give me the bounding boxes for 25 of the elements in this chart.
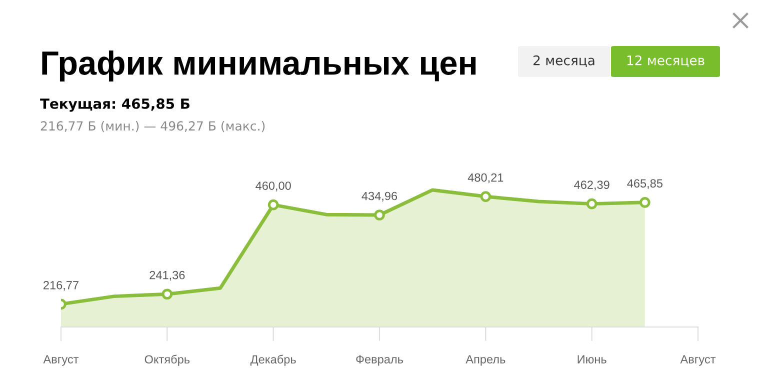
point (162, 288, 173, 300)
point (268, 199, 279, 210)
point (586, 198, 598, 210)
chart-title: График минимальных цен (42, 50, 476, 82)
x-tick-label: Август (43, 355, 79, 366)
chart-subtitle: Текущая: 465,85 Б (40, 98, 190, 112)
data-label: 216,77 (44, 280, 78, 291)
data-label: 480,21 (468, 173, 504, 184)
x-tick-label: Июнь (578, 355, 606, 364)
point (640, 196, 650, 208)
data-label: 460,00 (256, 182, 291, 192)
point (374, 210, 385, 220)
x-tick-label: Февраль (356, 355, 404, 366)
text: 216,77 Б (мин.) — 496,27 Б (макс.) (40, 120, 265, 132)
data-label: 241,36 (150, 270, 185, 281)
x-tick-label: Апрель (466, 355, 506, 366)
x-tick-label: Октябрь (144, 354, 190, 366)
data-label: 465,85 (627, 179, 662, 189)
text: 2 месяца (534, 55, 594, 67)
x-tick-label: Декабрь (250, 354, 296, 366)
x-tick-label: Август (680, 355, 716, 366)
data-label: 434,96 (362, 192, 398, 202)
point (480, 191, 492, 202)
data-label: 462,39 (574, 180, 610, 190)
text: 12 месяцев (627, 55, 704, 67)
